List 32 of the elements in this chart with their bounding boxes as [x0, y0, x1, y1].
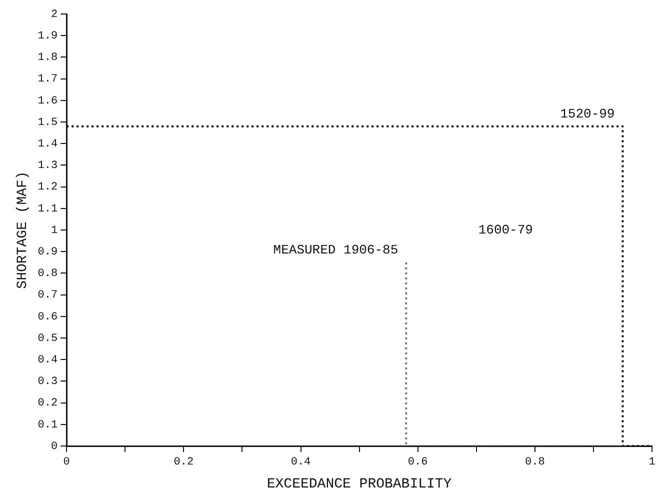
y-tick-label: 1.7	[38, 74, 58, 86]
y-tick-label: 1.8	[38, 52, 58, 64]
y-tick-label: 1.1	[38, 203, 58, 216]
x-tick-label: 0.8	[525, 456, 545, 469]
y-tick-label: 0.2	[38, 398, 58, 410]
x-tick-label: 1	[648, 456, 656, 469]
y-tick-label: 1.5	[38, 116, 58, 129]
y-tick-label: 0.6	[38, 311, 58, 324]
x-tick-label: 0.2	[174, 456, 194, 469]
y-tick-label: 1	[50, 224, 58, 237]
series-label: 1520-99	[560, 106, 615, 122]
y-tick-label: 0.5	[38, 332, 58, 345]
y-tick-label: 1.2	[38, 182, 58, 194]
y-tick-label: 0.1	[38, 419, 58, 432]
y-tick-label: 0.9	[38, 246, 58, 259]
y-tick-label: 0.3	[38, 376, 58, 388]
y-tick-label: 0.8	[38, 268, 58, 280]
y-tick-label: 1.6	[38, 95, 58, 108]
y-tick-label: 2	[50, 8, 58, 21]
x-tick-label: 0	[63, 456, 70, 469]
y-tick-label: 0.4	[38, 354, 58, 367]
y-tick-label: 1.4	[38, 138, 58, 151]
annotation: 1600-79	[478, 222, 533, 238]
y-tick-label: 0.7	[38, 290, 58, 302]
y-tick-label: 0	[50, 440, 58, 453]
x-axis-title: EXCEEDANCE PROBABILITY	[266, 476, 452, 492]
y-axis-title: SHORTAGE (MAF)	[15, 171, 32, 289]
x-tick-label: 0.6	[408, 456, 428, 469]
x-tick-label: 0.4	[290, 456, 312, 469]
y-tick-label: 1.3	[38, 160, 58, 172]
series-label: MEASURED 1906-85	[273, 242, 398, 258]
y-tick-label: 1.9	[38, 30, 58, 43]
